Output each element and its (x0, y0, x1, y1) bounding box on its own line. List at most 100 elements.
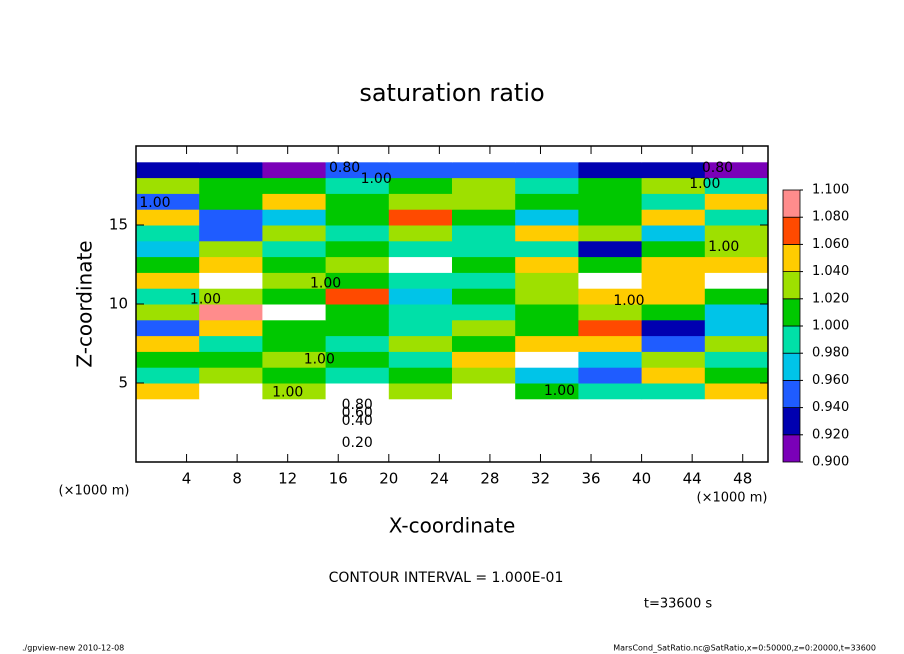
heat-cell (641, 193, 706, 210)
heat-cell (262, 335, 327, 352)
heat-cell (704, 319, 769, 337)
colorbar-segment (782, 298, 801, 327)
heat-cell (641, 430, 706, 447)
contour-label: 1.00 (544, 383, 575, 399)
colorbar-label: 0.920 (812, 427, 849, 442)
heat-cell (388, 209, 453, 226)
heat-cell (262, 272, 327, 289)
heat-cell (199, 367, 263, 384)
heat-cell (262, 225, 327, 242)
heat-cell (388, 430, 453, 447)
heat-cell (515, 430, 579, 447)
x-axis-label: X-coordinate (389, 514, 516, 538)
heat-cell (641, 146, 706, 163)
heat-cell (388, 288, 453, 305)
heat-cell (136, 240, 200, 258)
heat-cell (325, 319, 390, 337)
heat-cell (515, 367, 579, 384)
heat-cell (515, 414, 579, 431)
colorbar-segment (782, 243, 801, 272)
heat-cell (704, 272, 769, 289)
heat-cell (325, 272, 390, 289)
contour-note: CONTOUR INTERVAL = 1.000E-01 (329, 570, 564, 586)
y-unit: (×1000 m) (59, 484, 130, 499)
heat-cell (325, 414, 390, 431)
heat-cell (641, 446, 706, 463)
heat-cell (325, 146, 390, 163)
heat-cell (578, 304, 643, 321)
heat-cell (262, 304, 327, 321)
heat-cell (641, 225, 706, 242)
contour-label: 1.00 (310, 275, 341, 291)
chart-title: saturation ratio (359, 79, 544, 107)
heat-cell (262, 240, 327, 258)
heat-cell (641, 209, 706, 226)
heat-cell (704, 161, 769, 179)
heat-cell (325, 304, 390, 321)
contour-label: 1.00 (304, 351, 335, 367)
heat-cell (325, 367, 390, 384)
heat-cell (136, 161, 200, 179)
x-tick-label: 12 (278, 470, 297, 488)
heat-cell (136, 193, 200, 210)
colorbar-label: 1.020 (812, 291, 849, 306)
heat-cell (704, 177, 769, 194)
heat-cell (262, 319, 327, 337)
heat-cell (136, 209, 200, 226)
heat-cell (452, 256, 516, 273)
heat-cell (515, 272, 579, 289)
heat-cell (199, 414, 263, 431)
heat-cell (704, 335, 769, 352)
heat-cell (325, 256, 390, 273)
heat-cell (325, 161, 390, 179)
heat-cell (199, 319, 263, 337)
heat-cell (641, 335, 706, 352)
heat-cell (578, 209, 643, 226)
heat-cell (704, 193, 769, 210)
heat-cell (641, 383, 706, 400)
heat-cell (515, 240, 579, 258)
heat-cell (704, 398, 769, 416)
heat-cell (199, 446, 263, 463)
colorbar-segment (782, 216, 801, 245)
heat-cell (325, 240, 390, 258)
heat-cell (136, 225, 200, 242)
heat-cell (262, 414, 327, 431)
heat-cell (452, 177, 516, 194)
heat-cell (388, 414, 453, 431)
colorbar-label: 1.060 (812, 237, 849, 252)
heat-cell (325, 209, 390, 226)
heat-cell (578, 319, 643, 337)
x-tick-label: 28 (480, 470, 499, 488)
heat-cell (578, 146, 643, 163)
heat-cell (704, 414, 769, 431)
heat-cell (704, 209, 769, 226)
heat-cell (578, 161, 643, 179)
heat-cell (578, 177, 643, 194)
heat-cell (578, 225, 643, 242)
heat-cell (641, 288, 706, 305)
heat-cell (452, 414, 516, 431)
heat-cell (452, 272, 516, 289)
heat-cell (641, 240, 706, 258)
heat-cell (388, 319, 453, 337)
heat-cell (641, 398, 706, 416)
heat-cell (515, 225, 579, 242)
heat-cell (199, 351, 263, 368)
colorbar-label: 0.940 (812, 400, 849, 415)
heat-cell (641, 177, 706, 194)
colorbar-label: 1.080 (812, 210, 849, 225)
heat-cell (452, 209, 516, 226)
heat-cell (452, 430, 516, 447)
heat-cell (136, 367, 200, 384)
heat-cell (136, 177, 200, 194)
x-tick-label: 36 (581, 470, 600, 488)
heat-cell (704, 446, 769, 463)
x-tick-label: 48 (733, 470, 752, 488)
heat-cell (262, 398, 327, 416)
heat-cell (704, 146, 769, 163)
heat-cell (641, 367, 706, 384)
heat-cell (452, 319, 516, 337)
heat-cell (388, 225, 453, 242)
heat-cell (578, 288, 643, 305)
